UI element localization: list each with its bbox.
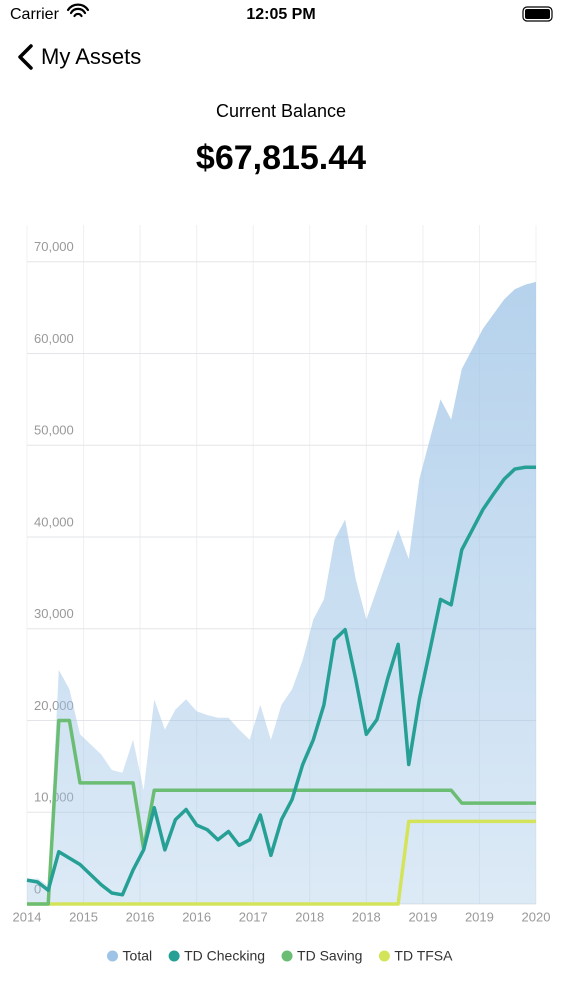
x-tick-label: 2019 [408, 909, 437, 924]
y-tick-label: 50,000 [34, 423, 74, 438]
legend-item: TD Saving [281, 948, 362, 964]
legend-swatch [378, 950, 390, 962]
battery [522, 6, 553, 22]
x-tick-label: 2018 [295, 909, 324, 924]
balance-amount: $67,815.44 [196, 139, 366, 177]
legend-item: TD TFSA [378, 948, 453, 964]
x-tick-label: 2014 [13, 909, 42, 924]
carrier: Carrier [10, 6, 60, 23]
y-tick-label: 60,000 [34, 331, 74, 346]
legend: Total TD Checking TD Saving TD TFSA [107, 948, 453, 964]
x-tick-label: 2018 [352, 909, 381, 924]
back-chevron[interactable] [18, 44, 33, 70]
y-tick-label: 70,000 [34, 239, 74, 254]
legend-label: Total [123, 948, 153, 964]
legend-swatch [168, 950, 180, 962]
x-tick-label: 2019 [465, 909, 494, 924]
x-tick-label: 2016 [126, 909, 155, 924]
legend-swatch [281, 950, 293, 962]
line [27, 819, 536, 906]
legend-label: TD Saving [297, 948, 362, 964]
battery-level [525, 9, 550, 19]
legend-item: Total [107, 948, 152, 964]
wifi-icon [66, 3, 90, 18]
balance-label: Current Balance [216, 101, 346, 121]
x-tick-label: 2020 [522, 909, 551, 924]
y-tick-label: 30,000 [34, 606, 74, 621]
line [27, 718, 536, 906]
x-tick-label: 2017 [239, 909, 268, 924]
legend-label: TD TFSA [394, 948, 453, 964]
y-tick-label: 40,000 [34, 514, 74, 529]
legend-item: TD Checking [168, 948, 265, 964]
chart: 2014 2015 2016 2016 2017 2018 2018 2019 2019 2020… [13, 225, 551, 964]
x-tick-label: 2016 [182, 909, 211, 924]
back-title[interactable]: My Assets [41, 44, 141, 69]
legend-swatch [107, 950, 119, 962]
line [26, 465, 536, 897]
x-tick-label: 2015 [69, 909, 98, 924]
clock: 12:05 PM [246, 6, 315, 23]
legend-label: TD Checking [184, 948, 265, 964]
